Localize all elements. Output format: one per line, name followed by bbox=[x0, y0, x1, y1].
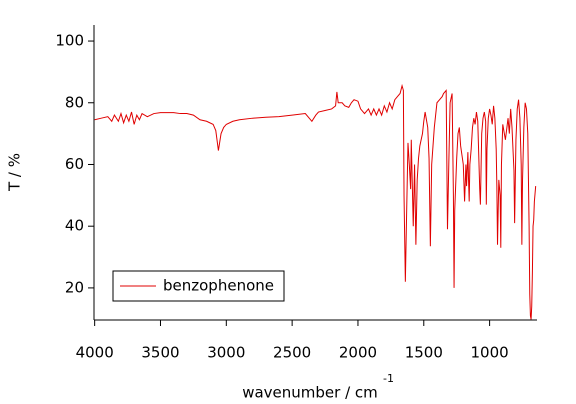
legend: benzophenone bbox=[112, 270, 285, 302]
y-tick-label: 60 bbox=[65, 155, 84, 173]
y-tick-label: 20 bbox=[65, 278, 84, 296]
x-axis-label: wavenumber / cm bbox=[242, 384, 378, 402]
x-axis-label-superscript: -1 bbox=[383, 372, 394, 385]
y-tick-label: 80 bbox=[65, 93, 84, 111]
x-tick-label: 1000 bbox=[471, 344, 509, 362]
x-tick-label: 3500 bbox=[141, 344, 179, 362]
x-tick-label: 2500 bbox=[273, 344, 311, 362]
x-tick-label: 2000 bbox=[339, 344, 377, 362]
x-tick-label: 3000 bbox=[207, 344, 245, 362]
spectrum-line bbox=[94, 83, 537, 320]
y-tick-label: 40 bbox=[65, 217, 84, 235]
x-tick-label: 1500 bbox=[405, 344, 443, 362]
legend-label: benzophenone bbox=[163, 277, 274, 295]
y-tick-label: 100 bbox=[55, 32, 84, 50]
y-axis-label: T / % bbox=[6, 153, 24, 192]
x-tick-label: 4000 bbox=[76, 344, 114, 362]
